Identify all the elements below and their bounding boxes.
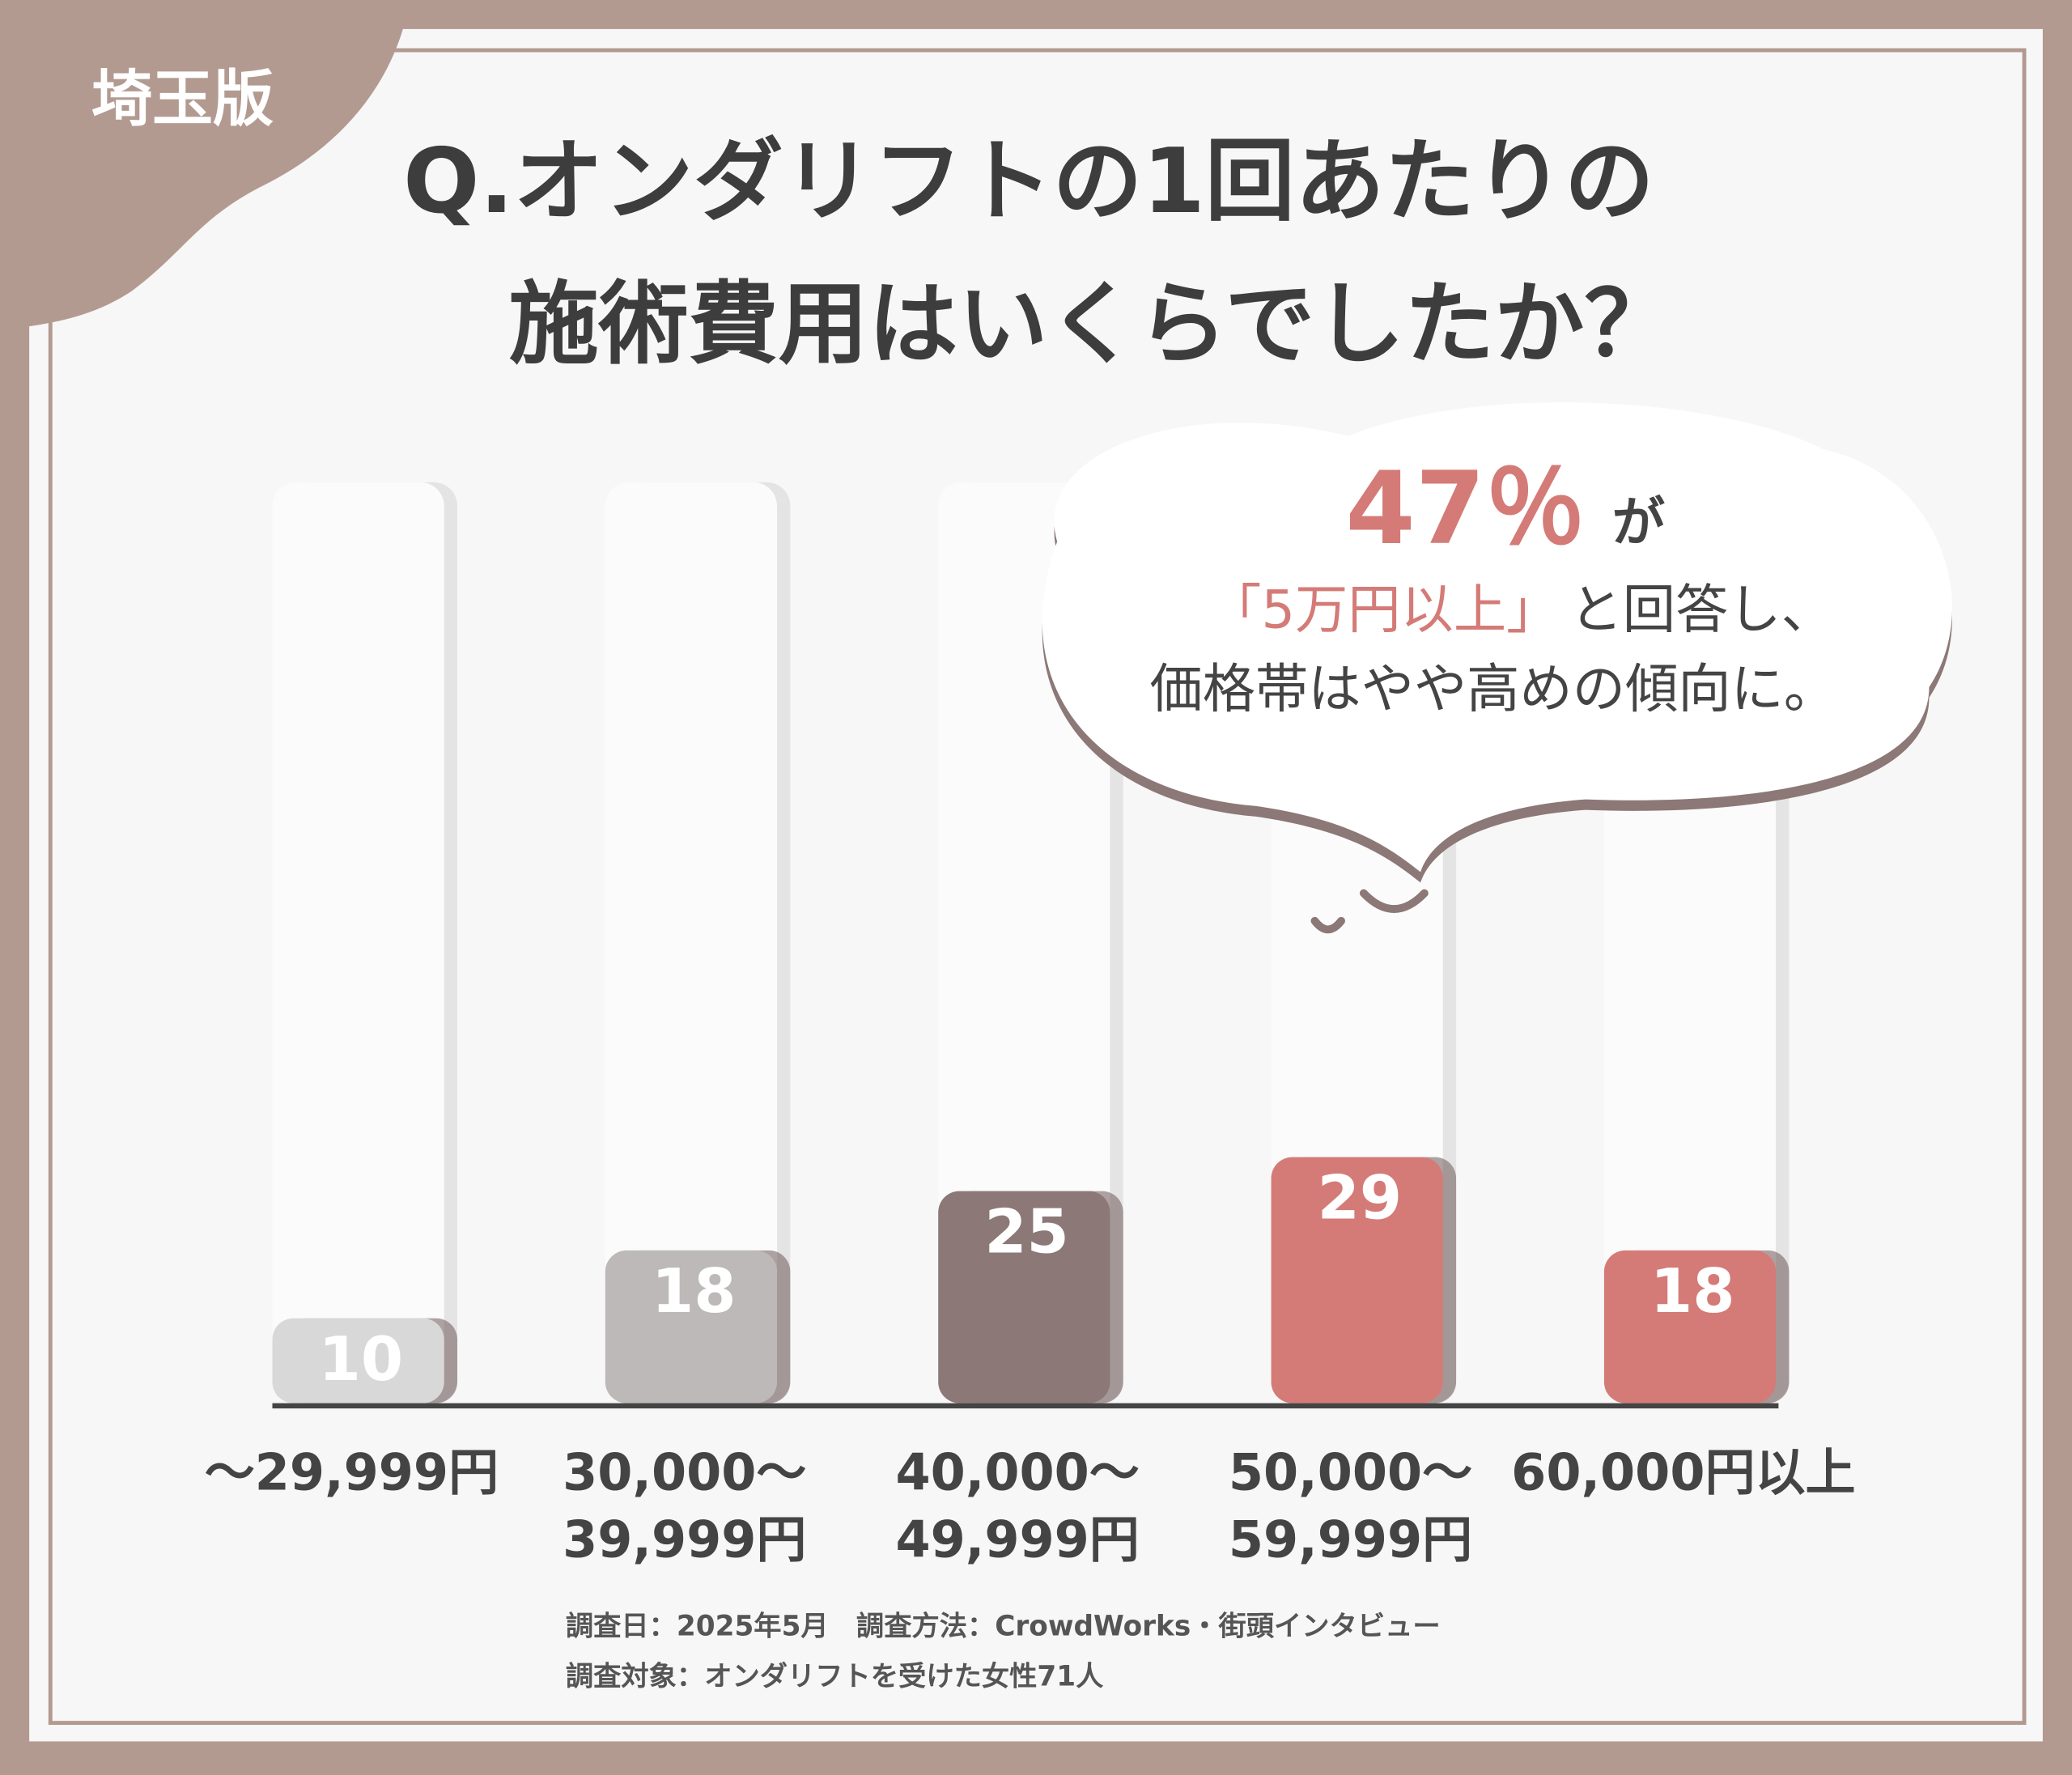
value-label: 18 [1650,1255,1734,1327]
x-tick-label: 50,000〜 [1229,1442,1472,1501]
annotation-text: が [1612,492,1665,554]
value-label: 10 [319,1323,403,1395]
x-tick-label: 60,000円以上 [1511,1442,1855,1501]
value-label: 18 [652,1255,736,1327]
bar [605,1250,778,1403]
value-label: 29 [1318,1162,1402,1234]
x-tick-label: 49,999円 [895,1510,1139,1569]
bar [1271,1157,1443,1403]
column-background [272,482,444,1403]
annotation-highlight: 「5万円以上」 [1208,579,1559,640]
x-tick-label: 30,000〜 [563,1442,806,1501]
x-tick-label: 〜29,999円 [205,1442,499,1501]
x-tick-label: 59,999円 [1229,1510,1472,1569]
annotation-text: 価格帯はやや高めの傾向に。 [1149,658,1836,720]
note: 調査日：2025年5月 調査方法：CrowdWorks・街頭インタビュー [566,1611,1441,1643]
annotation-figure: 47％ [1345,451,1586,567]
value-label: 25 [984,1196,1068,1268]
callout-tail [1359,889,1429,913]
badge-shape [0,0,410,331]
badge: 埼玉版 [91,63,274,134]
column-background [605,482,778,1403]
bar [938,1191,1110,1403]
bars: 10 18 25 29 18 [272,1157,1790,1403]
bar [272,1318,444,1403]
x-tick-label: 39,999円 [563,1510,806,1569]
annotation-text: と回答し、 [1569,579,1833,640]
chart-title: 施術費用はいくらでしたか？ [509,272,1675,376]
bar [1603,1250,1777,1403]
callout-tail [1310,916,1345,934]
note: 調査対象：オンダリフトを受けた女性71人 [566,1661,1104,1693]
x-tick-label: 40,000〜 [895,1442,1139,1501]
chart-title: Q.オンダリフトの1回あたりの [403,130,1654,234]
callout [1042,402,1952,873]
inner-border [48,48,2027,1726]
